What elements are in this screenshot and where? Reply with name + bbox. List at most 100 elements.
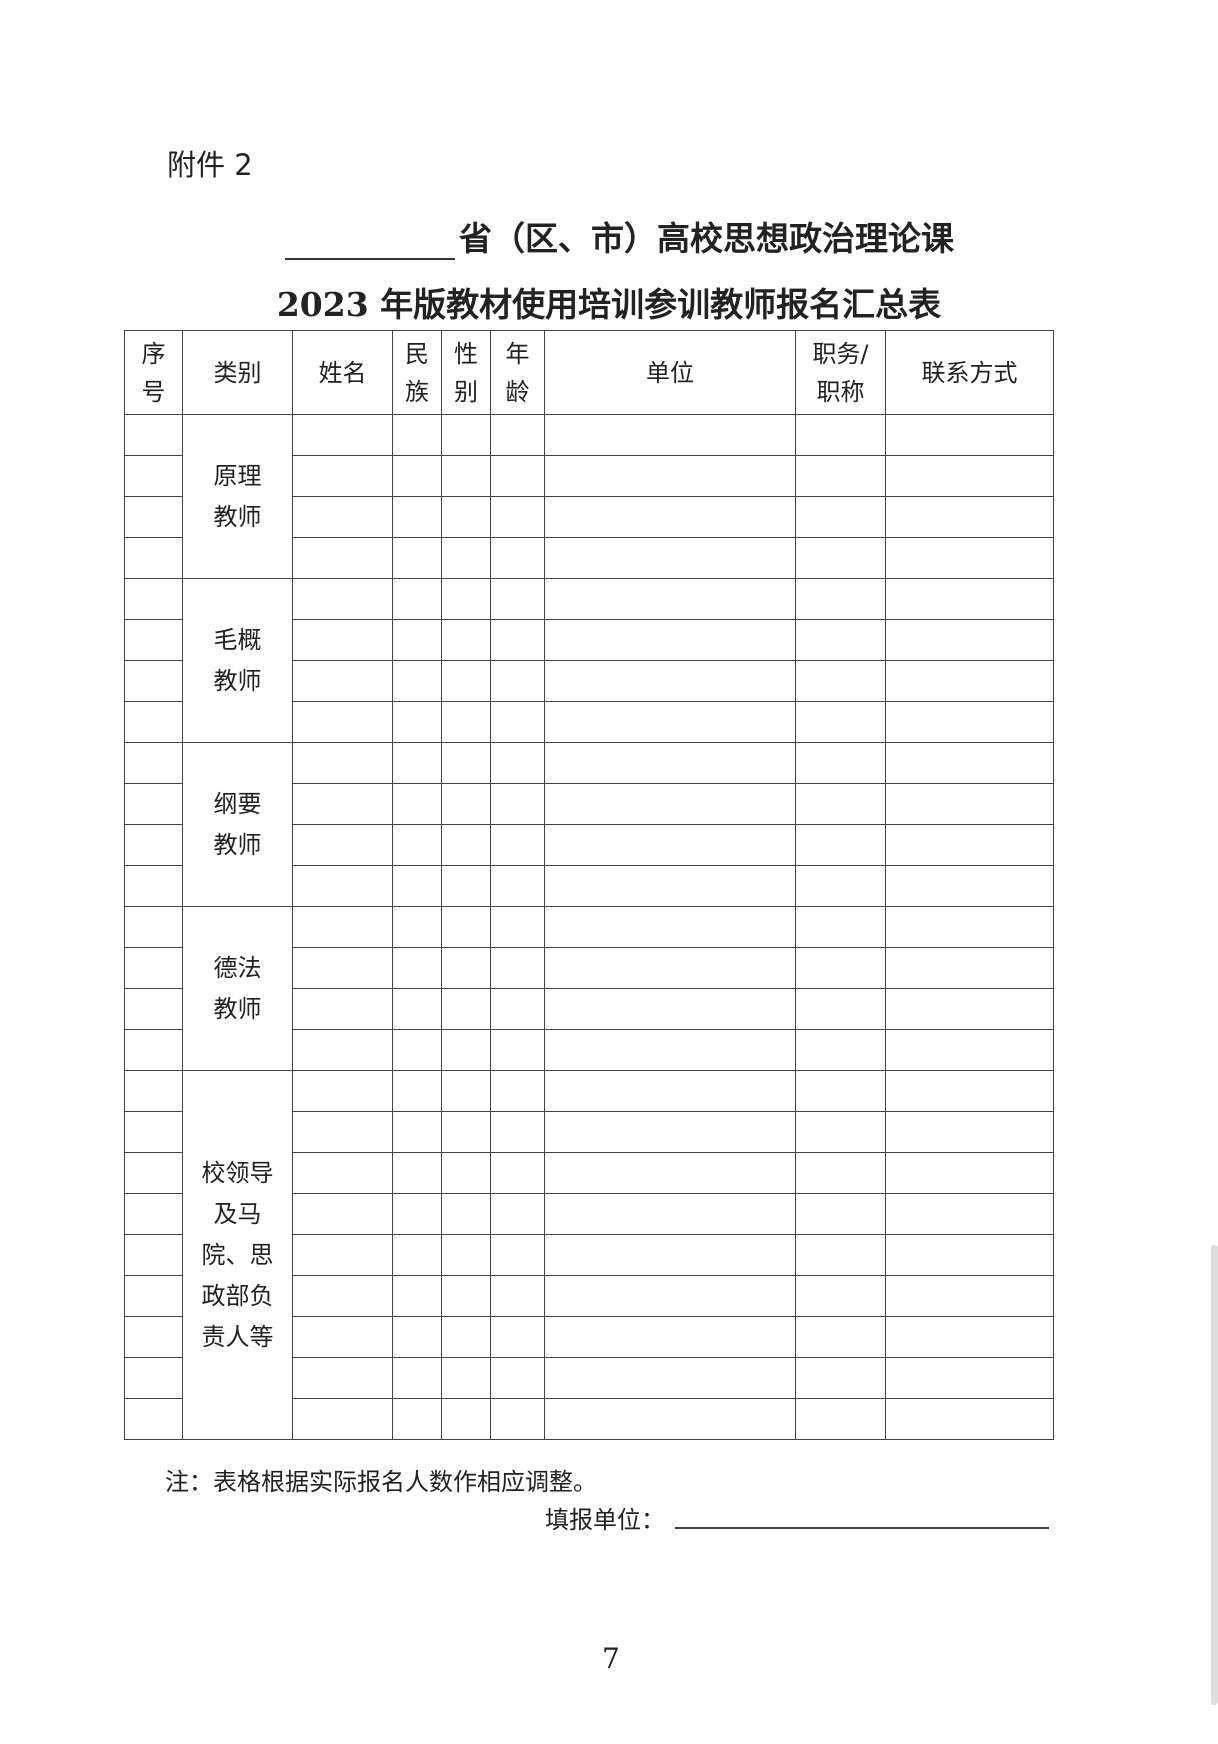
cell-name[interactable]	[292, 1316, 393, 1358]
cell-ethnicity[interactable]	[392, 496, 442, 538]
cell-age[interactable]	[490, 1275, 545, 1317]
cell-gender[interactable]	[441, 824, 491, 866]
cell-age[interactable]	[490, 1234, 545, 1276]
cell-index[interactable]	[124, 906, 183, 948]
cell-index[interactable]	[124, 455, 183, 497]
cell-age[interactable]	[490, 496, 545, 538]
cell-ethnicity[interactable]	[392, 619, 442, 661]
cell-contact[interactable]	[885, 783, 1054, 825]
cell-ethnicity[interactable]	[392, 1316, 442, 1358]
cell-index[interactable]	[124, 947, 183, 989]
cell-age[interactable]	[490, 455, 545, 497]
cell-gender[interactable]	[441, 1111, 491, 1153]
cell-unit[interactable]	[544, 783, 796, 825]
cell-gender[interactable]	[441, 1152, 491, 1194]
cell-name[interactable]	[292, 1029, 393, 1071]
cell-index[interactable]	[124, 701, 183, 743]
cell-ethnicity[interactable]	[392, 947, 442, 989]
cell-age[interactable]	[490, 824, 545, 866]
cell-index[interactable]	[124, 1152, 183, 1194]
cell-unit[interactable]	[544, 1070, 796, 1112]
cell-age[interactable]	[490, 1193, 545, 1235]
cell-contact[interactable]	[885, 660, 1054, 702]
cell-title[interactable]	[795, 742, 886, 784]
cell-title[interactable]	[795, 947, 886, 989]
cell-contact[interactable]	[885, 619, 1054, 661]
cell-ethnicity[interactable]	[392, 1398, 442, 1440]
cell-unit[interactable]	[544, 1234, 796, 1276]
cell-gender[interactable]	[441, 1357, 491, 1399]
cell-name[interactable]	[292, 455, 393, 497]
cell-index[interactable]	[124, 1275, 183, 1317]
cell-gender[interactable]	[441, 578, 491, 620]
cell-gender[interactable]	[441, 414, 491, 456]
cell-title[interactable]	[795, 701, 886, 743]
cell-unit[interactable]	[544, 414, 796, 456]
cell-unit[interactable]	[544, 824, 796, 866]
cell-unit[interactable]	[544, 1357, 796, 1399]
cell-gender[interactable]	[441, 1398, 491, 1440]
cell-gender[interactable]	[441, 455, 491, 497]
cell-contact[interactable]	[885, 824, 1054, 866]
cell-contact[interactable]	[885, 1357, 1054, 1399]
cell-age[interactable]	[490, 578, 545, 620]
cell-age[interactable]	[490, 988, 545, 1030]
cell-gender[interactable]	[441, 906, 491, 948]
cell-ethnicity[interactable]	[392, 1357, 442, 1399]
cell-index[interactable]	[124, 865, 183, 907]
cell-index[interactable]	[124, 1357, 183, 1399]
cell-contact[interactable]	[885, 496, 1054, 538]
cell-name[interactable]	[292, 1357, 393, 1399]
cell-contact[interactable]	[885, 988, 1054, 1030]
cell-name[interactable]	[292, 414, 393, 456]
cell-index[interactable]	[124, 1398, 183, 1440]
cell-title[interactable]	[795, 1357, 886, 1399]
cell-name[interactable]	[292, 1398, 393, 1440]
cell-ethnicity[interactable]	[392, 701, 442, 743]
cell-ethnicity[interactable]	[392, 578, 442, 620]
cell-age[interactable]	[490, 742, 545, 784]
cell-index[interactable]	[124, 1111, 183, 1153]
cell-age[interactable]	[490, 537, 545, 579]
cell-title[interactable]	[795, 496, 886, 538]
cell-ethnicity[interactable]	[392, 660, 442, 702]
cell-ethnicity[interactable]	[392, 783, 442, 825]
cell-title[interactable]	[795, 824, 886, 866]
cell-gender[interactable]	[441, 947, 491, 989]
cell-gender[interactable]	[441, 1193, 491, 1235]
cell-contact[interactable]	[885, 1070, 1054, 1112]
scrollbar[interactable]	[1211, 1245, 1218, 1705]
cell-title[interactable]	[795, 619, 886, 661]
cell-ethnicity[interactable]	[392, 988, 442, 1030]
cell-ethnicity[interactable]	[392, 1152, 442, 1194]
cell-title[interactable]	[795, 1070, 886, 1112]
cell-ethnicity[interactable]	[392, 1029, 442, 1071]
cell-title[interactable]	[795, 783, 886, 825]
cell-index[interactable]	[124, 578, 183, 620]
cell-index[interactable]	[124, 414, 183, 456]
cell-name[interactable]	[292, 1070, 393, 1112]
cell-contact[interactable]	[885, 537, 1054, 579]
cell-index[interactable]	[124, 537, 183, 579]
cell-index[interactable]	[124, 783, 183, 825]
cell-name[interactable]	[292, 1234, 393, 1276]
cell-unit[interactable]	[544, 701, 796, 743]
cell-gender[interactable]	[441, 783, 491, 825]
cell-age[interactable]	[490, 1070, 545, 1112]
cell-gender[interactable]	[441, 742, 491, 784]
cell-index[interactable]	[124, 660, 183, 702]
cell-title[interactable]	[795, 1152, 886, 1194]
cell-gender[interactable]	[441, 1234, 491, 1276]
cell-name[interactable]	[292, 1152, 393, 1194]
cell-ethnicity[interactable]	[392, 1275, 442, 1317]
cell-age[interactable]	[490, 1152, 545, 1194]
cell-age[interactable]	[490, 1398, 545, 1440]
cell-title[interactable]	[795, 906, 886, 948]
cell-age[interactable]	[490, 701, 545, 743]
cell-title[interactable]	[795, 865, 886, 907]
cell-gender[interactable]	[441, 1029, 491, 1071]
cell-contact[interactable]	[885, 1029, 1054, 1071]
cell-ethnicity[interactable]	[392, 865, 442, 907]
cell-name[interactable]	[292, 537, 393, 579]
cell-title[interactable]	[795, 414, 886, 456]
